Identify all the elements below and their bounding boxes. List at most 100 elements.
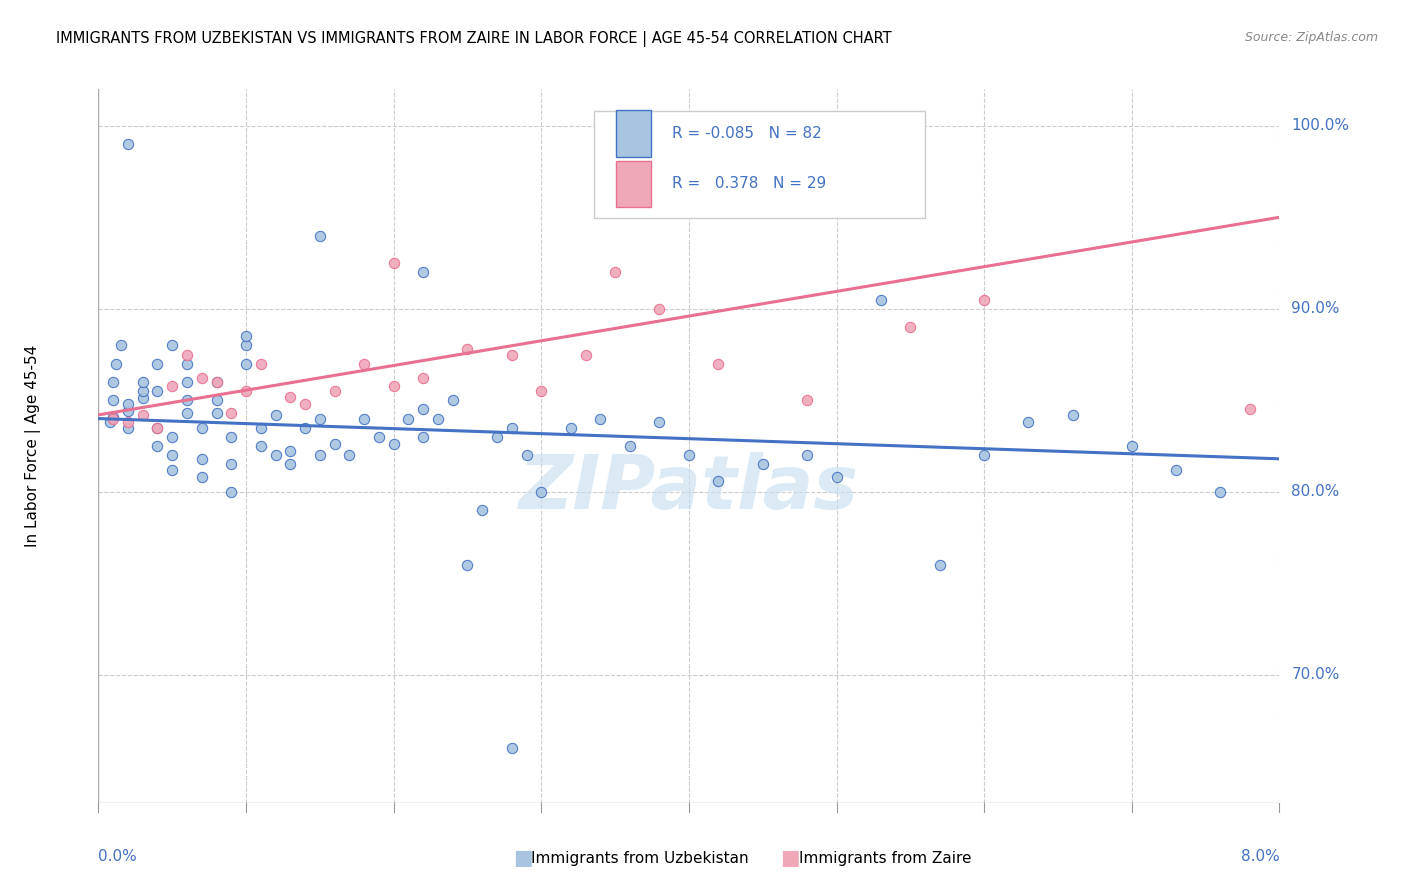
Point bbox=[235, 357, 257, 371]
Text: IMMIGRANTS FROM UZBEKISTAN VS IMMIGRANTS FROM ZAIRE IN LABOR FORCE | AGE 45-54 C: IMMIGRANTS FROM UZBEKISTAN VS IMMIGRANTS… bbox=[56, 31, 891, 47]
Point bbox=[501, 740, 523, 755]
Point bbox=[110, 338, 132, 352]
Point bbox=[176, 406, 198, 420]
Point bbox=[250, 439, 273, 453]
Point bbox=[103, 375, 124, 389]
Point bbox=[278, 458, 301, 472]
Point bbox=[103, 393, 124, 408]
Text: 100.0%: 100.0% bbox=[1291, 119, 1350, 133]
Point bbox=[191, 371, 214, 385]
Point bbox=[205, 375, 228, 389]
Point bbox=[1017, 415, 1039, 429]
Point bbox=[869, 293, 891, 307]
Text: 8.0%: 8.0% bbox=[1240, 848, 1279, 863]
Point bbox=[219, 458, 242, 472]
Point bbox=[605, 265, 627, 279]
Point bbox=[294, 420, 316, 434]
Text: ■: ■ bbox=[780, 848, 800, 868]
Text: R =   0.378   N = 29: R = 0.378 N = 29 bbox=[672, 177, 827, 191]
Point bbox=[278, 444, 301, 458]
Text: ■: ■ bbox=[513, 848, 533, 868]
Text: Immigrants from Zaire: Immigrants from Zaire bbox=[799, 851, 972, 865]
Point bbox=[928, 558, 950, 572]
Point bbox=[973, 448, 995, 462]
Point bbox=[162, 338, 183, 352]
Point bbox=[308, 448, 332, 462]
Point bbox=[98, 415, 121, 429]
Point bbox=[323, 384, 346, 398]
Point bbox=[205, 393, 228, 408]
Point bbox=[308, 228, 332, 243]
Point bbox=[264, 408, 287, 422]
Point bbox=[103, 411, 124, 425]
Point bbox=[456, 342, 478, 356]
Point bbox=[146, 420, 169, 434]
Point bbox=[205, 406, 228, 420]
Point bbox=[219, 406, 242, 420]
Point bbox=[501, 420, 523, 434]
Point bbox=[117, 137, 139, 152]
Point bbox=[619, 439, 641, 453]
Text: In Labor Force | Age 45-54: In Labor Force | Age 45-54 bbox=[25, 345, 41, 547]
Point bbox=[412, 402, 434, 417]
Point bbox=[485, 430, 508, 444]
Point bbox=[1121, 439, 1143, 453]
Point bbox=[176, 347, 198, 361]
Point bbox=[530, 384, 553, 398]
Point bbox=[132, 392, 155, 406]
Point bbox=[589, 411, 612, 425]
Point bbox=[412, 371, 434, 385]
Point bbox=[117, 415, 139, 429]
Point bbox=[235, 384, 257, 398]
Point bbox=[1062, 408, 1084, 422]
Point bbox=[205, 375, 228, 389]
Point bbox=[146, 384, 169, 398]
Point bbox=[426, 411, 449, 425]
Point bbox=[796, 393, 818, 408]
Point bbox=[278, 390, 301, 404]
Point bbox=[441, 393, 464, 408]
Point bbox=[105, 357, 128, 371]
Point bbox=[191, 470, 214, 484]
Point bbox=[678, 448, 700, 462]
Point bbox=[162, 430, 183, 444]
Point bbox=[825, 470, 848, 484]
Point bbox=[353, 411, 375, 425]
Point bbox=[191, 420, 214, 434]
Point bbox=[176, 375, 198, 389]
Point bbox=[117, 404, 139, 418]
Point bbox=[574, 347, 596, 361]
Point bbox=[162, 378, 183, 392]
Point bbox=[308, 411, 332, 425]
Point bbox=[456, 558, 478, 572]
Text: 90.0%: 90.0% bbox=[1291, 301, 1340, 317]
Point bbox=[191, 451, 214, 466]
Point bbox=[250, 357, 273, 371]
Text: 0.0%: 0.0% bbox=[98, 848, 138, 863]
Point bbox=[132, 408, 155, 422]
Point bbox=[323, 437, 346, 451]
Point bbox=[471, 503, 494, 517]
Point bbox=[353, 357, 375, 371]
Point bbox=[146, 439, 169, 453]
Point bbox=[176, 393, 198, 408]
Point bbox=[412, 265, 434, 279]
Point bbox=[648, 301, 671, 316]
Point bbox=[132, 384, 155, 398]
Point bbox=[146, 357, 169, 371]
Point bbox=[235, 329, 257, 343]
Text: Source: ZipAtlas.com: Source: ZipAtlas.com bbox=[1244, 31, 1378, 45]
Point bbox=[219, 484, 242, 499]
Point bbox=[235, 338, 257, 352]
Text: 70.0%: 70.0% bbox=[1291, 667, 1340, 682]
FancyBboxPatch shape bbox=[595, 111, 925, 218]
Point bbox=[382, 256, 405, 270]
Point bbox=[751, 458, 773, 472]
FancyBboxPatch shape bbox=[616, 111, 651, 157]
Text: ZIPatlas: ZIPatlas bbox=[519, 452, 859, 525]
Point bbox=[367, 430, 389, 444]
Point bbox=[117, 420, 139, 434]
Point bbox=[162, 448, 183, 462]
Text: 80.0%: 80.0% bbox=[1291, 484, 1340, 500]
Point bbox=[146, 420, 169, 434]
